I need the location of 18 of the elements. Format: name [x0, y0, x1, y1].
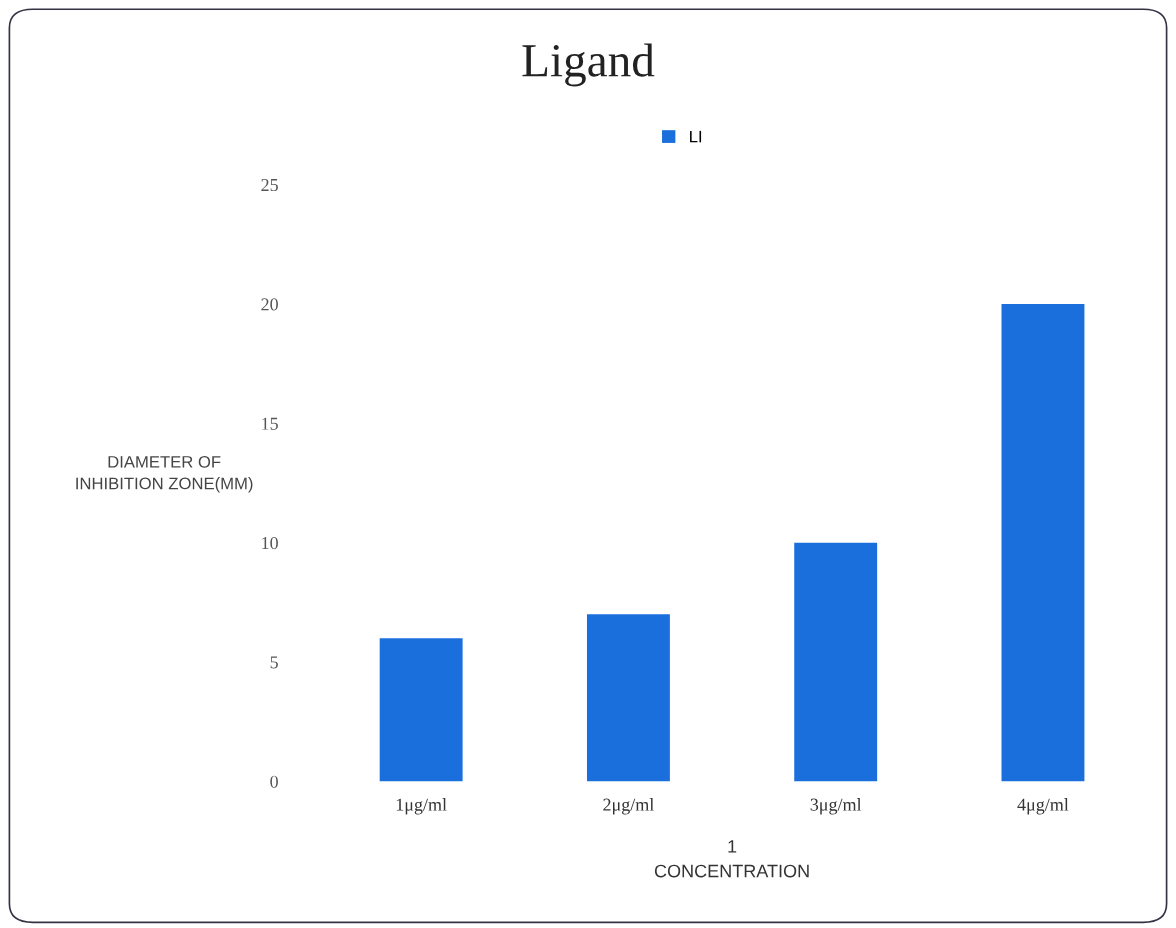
x-tick-label: 4μg/ml — [1017, 798, 1069, 815]
y-tick-label: 5 — [270, 656, 278, 669]
bar — [1001, 304, 1085, 782]
x-tick-label: 3μg/ml — [810, 798, 862, 815]
x-tick-label: 2μg/ml — [603, 798, 654, 815]
bar — [586, 614, 670, 782]
y-tick-label: 0 — [270, 775, 278, 788]
x-axis-title: 1 CONCENTRATION — [654, 840, 809, 878]
chart-title: Ligand — [522, 43, 655, 87]
y-axis-title: DIAMETER OF INHIBITION ZONE(MM) — [76, 455, 253, 493]
y-tick-label: 10 — [262, 536, 278, 550]
y-tick-label: 20 — [261, 298, 278, 311]
y-tick-label: 15 — [262, 417, 278, 430]
y-tick-label: 25 — [261, 178, 278, 192]
bar — [794, 542, 878, 782]
x-tick-label: 1μg/ml — [396, 798, 447, 815]
bar — [379, 638, 463, 782]
legend-label: LI — [690, 130, 702, 143]
